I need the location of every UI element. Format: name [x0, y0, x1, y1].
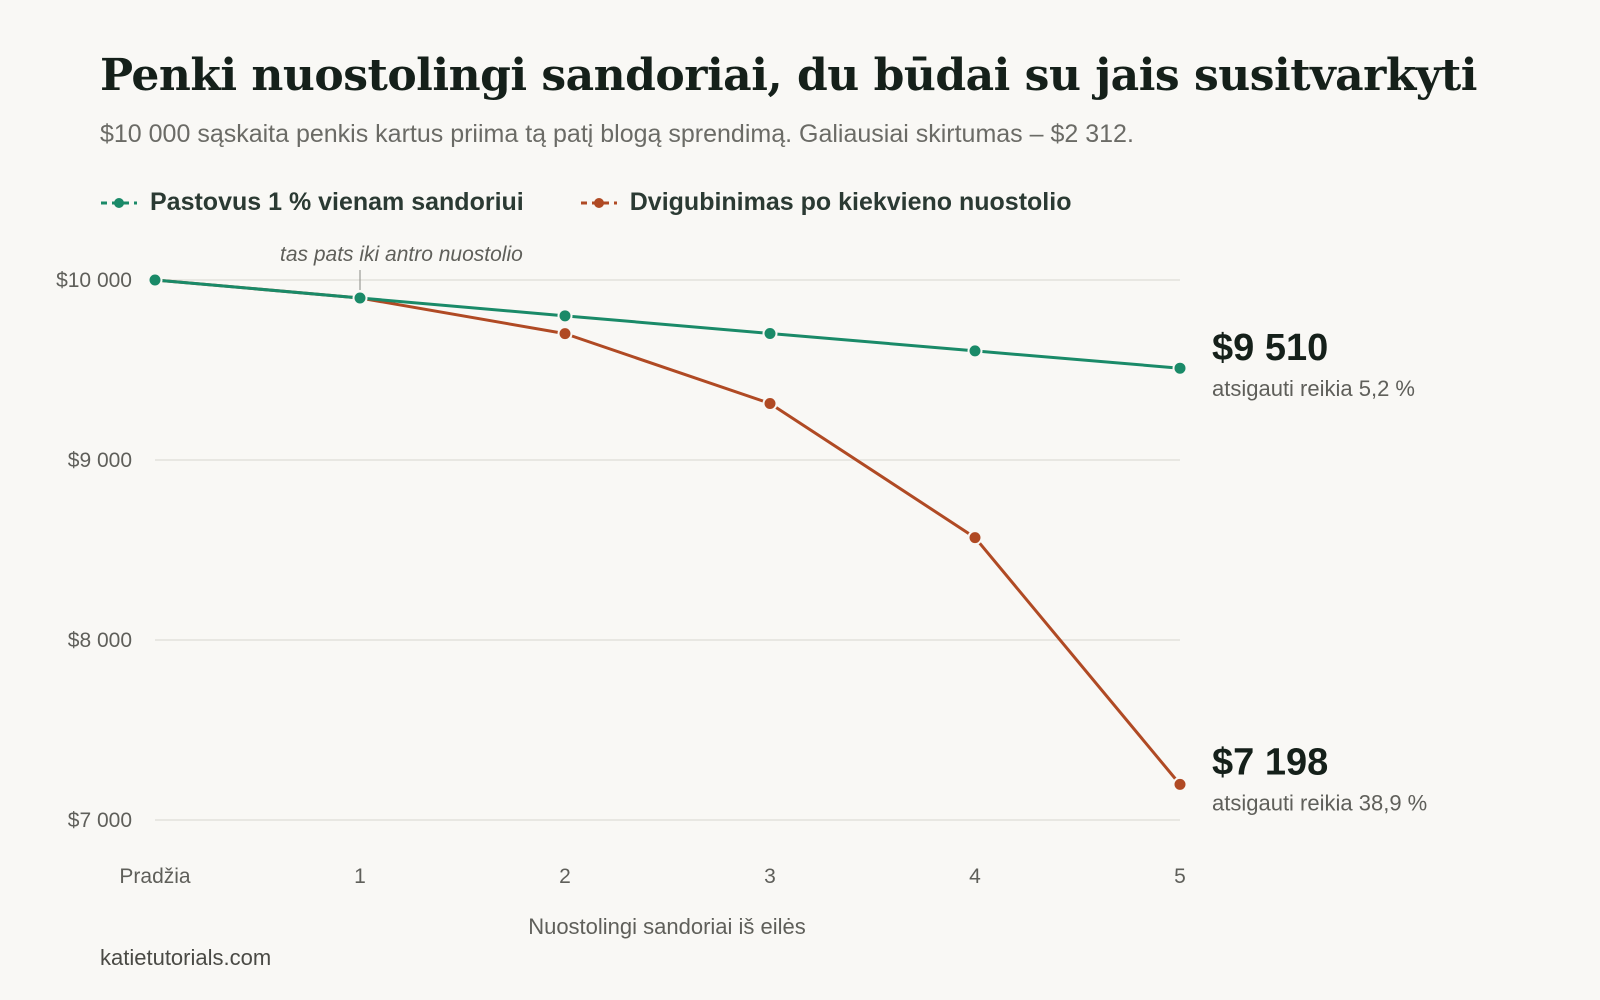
data-point-steady [147, 272, 163, 288]
y-tick-label: $10 000 [56, 269, 132, 292]
x-tick-label: 2 [559, 865, 571, 888]
legend-label-steady: Pastovus 1 % vienam sandoriui [150, 188, 524, 216]
legend-swatch-steady [101, 197, 137, 208]
data-point-steady [1172, 360, 1188, 376]
end-note-steady: atsigauti reikia 5,2 % [1212, 376, 1415, 401]
chart-subtitle: $10 000 sąskaita penkis kartus priima tą… [100, 120, 1134, 148]
end-note-doubling: atsigauti reikia 38,9 % [1212, 790, 1427, 815]
x-axis-title: Nuostolingi sandoriai iš eilės [528, 914, 806, 939]
data-point-steady [762, 325, 778, 341]
legend-swatch-doubling [580, 197, 617, 208]
data-point-steady [557, 308, 573, 324]
data-point-steady [352, 290, 368, 306]
annotation-layer: tas pats iki antro nuostolio [280, 243, 523, 290]
x-tick-label: Pradžia [119, 865, 191, 888]
series-steady [147, 272, 1188, 376]
data-point-doubling [967, 530, 983, 546]
data-point-doubling [762, 395, 778, 411]
data-point-steady [967, 343, 983, 359]
x-tick-label: 4 [969, 865, 981, 888]
series-line-steady [154, 278, 1181, 370]
x-tick-label: 5 [1174, 865, 1186, 888]
grid-layer [155, 279, 1180, 821]
data-point-doubling [557, 326, 573, 342]
legend-label-doubling: Dvigubinimas po kiekvieno nuostolio [629, 188, 1072, 216]
chart-title: Penki nuostolingi sandoriai, du būdai su… [100, 50, 1477, 101]
y-tick-label: $9 000 [68, 449, 132, 472]
legend-item-steady: Pastovus 1 % vienam sandoriui [100, 188, 524, 217]
y-tick-label: $8 000 [68, 629, 132, 652]
series-doubling [147, 272, 1188, 792]
y-axis: $10 000 $9 000 $8 000 $7 000 [56, 269, 132, 832]
annotation-text: tas pats iki antro nuostolio [280, 243, 523, 266]
y-tick-label: $7 000 [68, 809, 132, 832]
legend: Pastovus 1 % vienam sandoriui Dvigubinim… [100, 188, 1071, 217]
x-tick-label: 1 [354, 865, 366, 888]
series-layer [147, 272, 1188, 792]
source-credit: katietutorials.com [100, 945, 272, 970]
end-value-doubling: $7 198 [1212, 741, 1328, 783]
x-tick-label: 3 [764, 865, 776, 888]
legend-item-doubling: Dvigubinimas po kiekvieno nuostolio [580, 188, 1072, 217]
data-point-doubling [1172, 776, 1188, 792]
end-labels: $9 510 atsigauti reikia 5,2 % $7 198 atsiga… [1212, 327, 1427, 815]
x-axis: Pradžia 1 2 3 4 5 [119, 865, 1185, 888]
end-value-steady: $9 510 [1212, 327, 1328, 369]
